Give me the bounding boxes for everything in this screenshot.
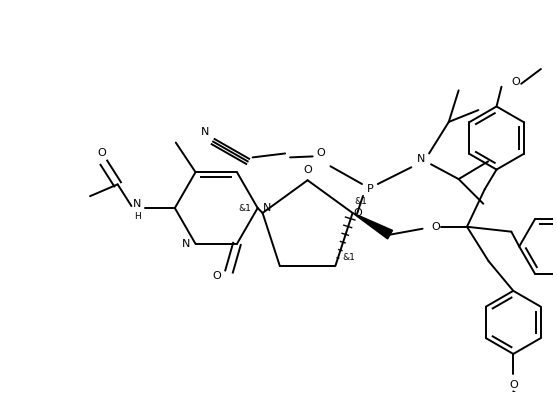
Text: N: N — [201, 127, 209, 137]
Text: N: N — [182, 239, 190, 249]
Text: O: O — [213, 271, 222, 281]
Polygon shape — [353, 213, 393, 239]
Text: N: N — [133, 199, 141, 209]
Text: O: O — [431, 222, 440, 232]
Text: &1: &1 — [238, 203, 251, 213]
Text: H: H — [134, 213, 141, 221]
Text: O: O — [97, 148, 106, 158]
Text: P: P — [367, 184, 373, 194]
Text: N: N — [417, 154, 426, 164]
Text: O: O — [316, 149, 325, 158]
Text: &1: &1 — [354, 197, 367, 206]
Text: &1: &1 — [343, 254, 355, 262]
Text: O: O — [303, 166, 312, 175]
Text: O: O — [511, 77, 520, 87]
Text: O: O — [354, 208, 363, 218]
Text: N: N — [263, 203, 272, 213]
Text: O: O — [509, 380, 517, 391]
